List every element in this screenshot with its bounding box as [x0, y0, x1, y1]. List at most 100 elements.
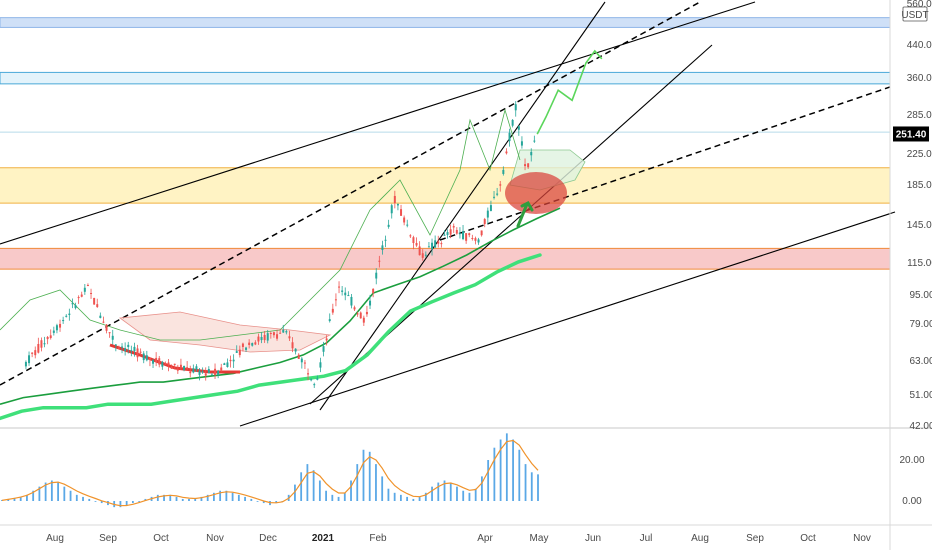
candle-body — [319, 362, 322, 368]
indicator-bar — [343, 492, 346, 501]
candle-body — [99, 315, 102, 318]
indicator-bar — [524, 464, 527, 501]
indicator-bar — [424, 492, 427, 501]
indicator-bar — [337, 496, 340, 501]
highlight-circle — [505, 172, 567, 214]
indicator-bar — [63, 486, 66, 501]
candle-body — [449, 229, 452, 235]
x-tick-label: Sep — [99, 533, 117, 544]
indicator-bar — [69, 490, 72, 501]
indicator-bar — [88, 498, 91, 501]
candle-body — [37, 343, 40, 353]
candle-body — [124, 348, 127, 352]
candle-body — [356, 313, 359, 315]
indicator-y-tick: 20.00 — [899, 455, 924, 466]
candle-body — [480, 230, 483, 236]
candle-body — [77, 297, 80, 299]
candle-body — [440, 243, 443, 245]
y-tick-label: 360.00 — [907, 73, 932, 84]
candle-body — [220, 367, 223, 371]
candle-body — [443, 234, 446, 236]
candle-body — [520, 141, 523, 146]
candle-body — [121, 346, 124, 348]
candle-body — [310, 379, 313, 381]
candle-body — [400, 209, 403, 216]
y-tick-label: 42.00 — [909, 421, 932, 432]
candle-body — [238, 349, 241, 356]
indicator-bar — [468, 492, 471, 501]
candle-body — [489, 205, 492, 211]
candle-body — [455, 230, 458, 234]
candle-body — [493, 196, 496, 198]
candle-body — [195, 366, 198, 370]
indicator-bar — [512, 439, 514, 501]
last-price-label: 251.40 — [896, 129, 927, 140]
indicator-bar — [275, 501, 278, 504]
indicator-y-tick: 0.00 — [902, 496, 922, 507]
indicator-bar — [375, 464, 377, 501]
candle-body — [93, 297, 96, 305]
indicator-bar — [44, 482, 47, 501]
candle-body — [486, 210, 489, 218]
indicator-bar — [188, 498, 190, 501]
candle-body — [65, 315, 68, 317]
candle-body — [192, 368, 195, 373]
indicator-bar — [75, 494, 78, 501]
indicator-bar — [138, 501, 141, 502]
candle-body — [164, 363, 167, 365]
indicator-bar — [231, 492, 234, 501]
candle-body — [437, 241, 440, 244]
indicator-bar — [119, 501, 122, 508]
y-tick-label: 225.00 — [907, 149, 932, 160]
candle-body — [179, 364, 182, 368]
candle-body — [210, 374, 213, 376]
candle-body — [133, 346, 136, 352]
level-cyan-band — [0, 71, 891, 85]
candle-body — [505, 151, 508, 154]
candle-body — [83, 287, 86, 292]
candle-body — [34, 350, 37, 356]
x-tick-label: Aug — [691, 533, 709, 544]
trend-line — [0, 1, 701, 386]
candle-body — [378, 260, 381, 262]
indicator-bar — [318, 480, 321, 501]
indicator-bar — [13, 497, 16, 501]
x-tick-label: Dec — [259, 533, 277, 544]
candle-body — [62, 319, 65, 322]
candle-body — [406, 224, 409, 226]
indicator-bar — [362, 449, 365, 501]
candle-body — [387, 224, 390, 227]
candle-body — [145, 355, 148, 361]
x-tick-label: Nov — [853, 533, 871, 544]
indicator-bar — [381, 476, 384, 501]
indicator-bar — [300, 472, 303, 501]
indicator-bar — [250, 498, 253, 501]
indicator-bar — [219, 490, 222, 501]
x-tick-label: Jun — [585, 533, 601, 544]
candle-body — [381, 245, 384, 251]
indicator-bar — [32, 490, 35, 501]
candle-body — [257, 336, 260, 342]
candle-body — [458, 233, 461, 235]
candle-body — [198, 370, 201, 375]
indicator-bar — [181, 498, 184, 501]
candle-body — [102, 321, 105, 323]
indicator-bar — [493, 447, 496, 501]
candle-body — [331, 308, 334, 313]
candle-body — [90, 293, 93, 295]
candle-body — [183, 366, 186, 370]
candle-body — [263, 334, 266, 341]
indicator-bar — [431, 486, 433, 501]
candle-body — [390, 205, 393, 214]
y-tick-label: 285.00 — [907, 110, 932, 121]
candle-body — [465, 233, 468, 241]
indicator-bar — [100, 501, 103, 504]
indicator-bar — [437, 482, 440, 501]
candle-body — [251, 343, 254, 346]
indicator-bar — [449, 482, 452, 501]
candle-body — [291, 342, 294, 349]
currency-box — [902, 6, 928, 22]
indicator-bar — [456, 486, 458, 501]
candle-body — [170, 366, 173, 369]
